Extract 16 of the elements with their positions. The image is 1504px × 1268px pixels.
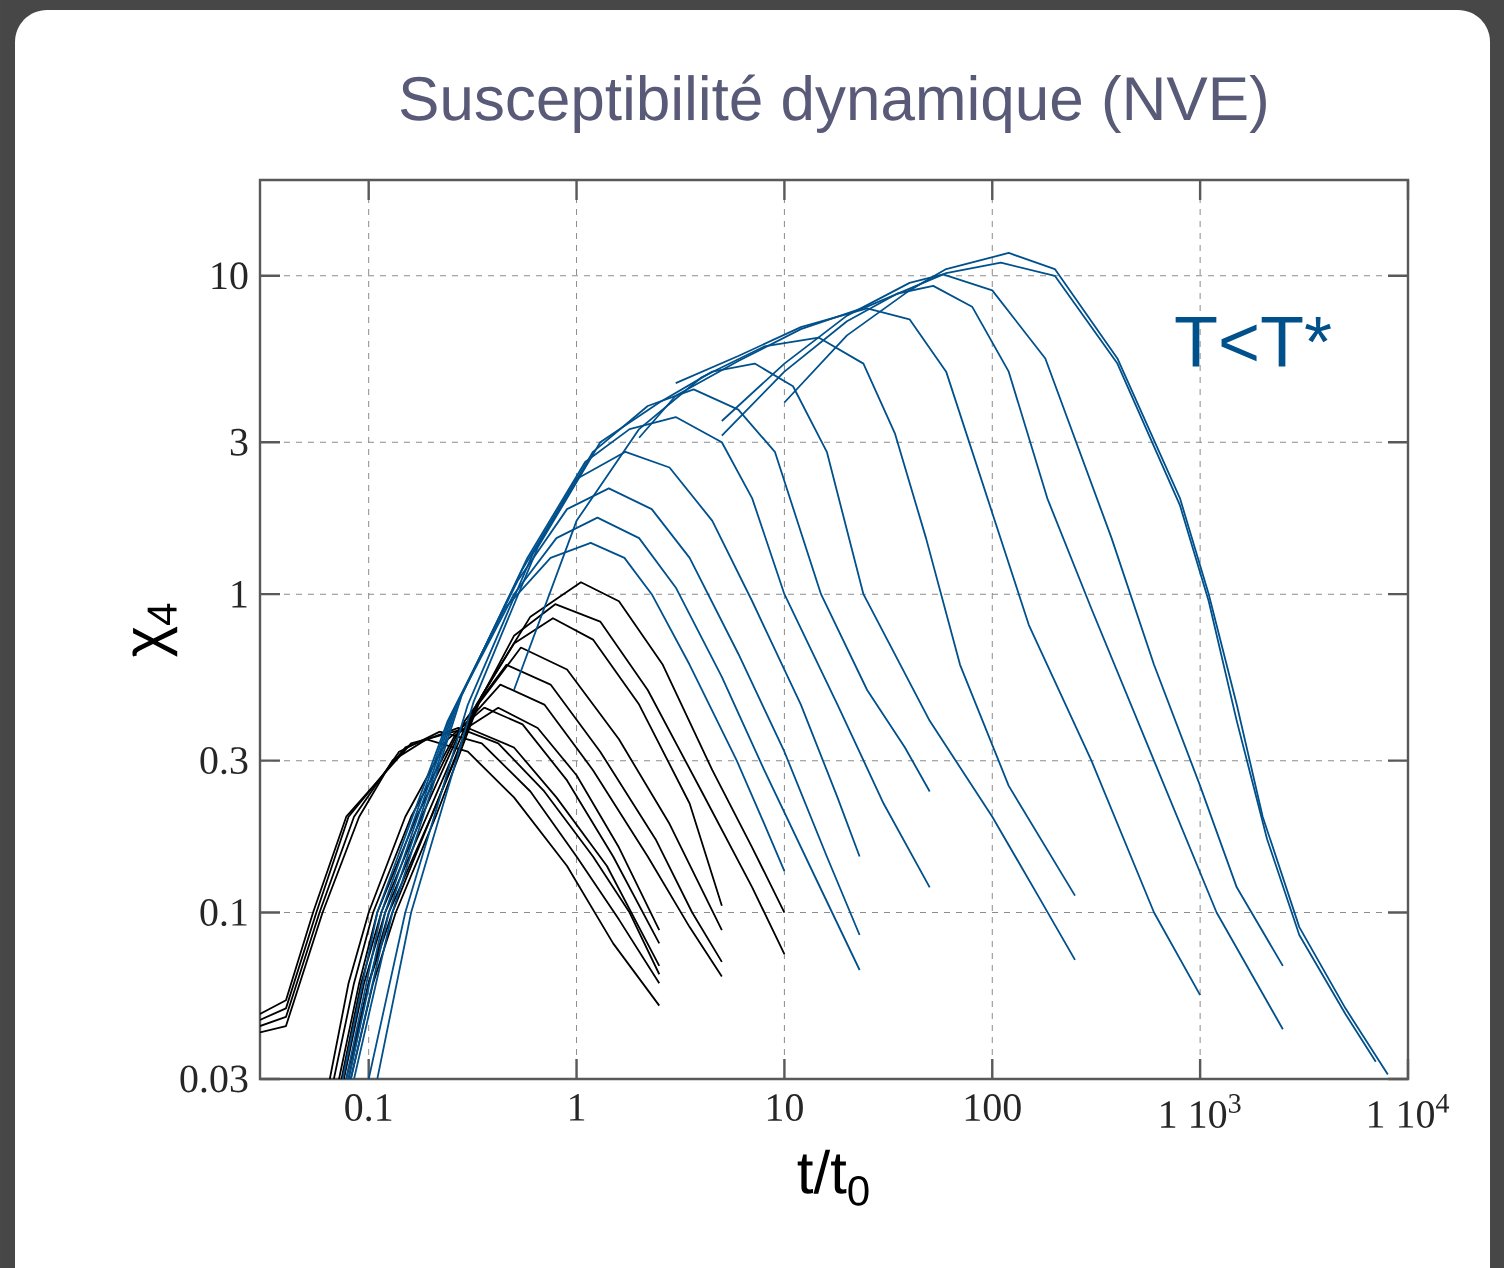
x-axis-title: t/t$_{0}$ [797,1149,869,1206]
y-tick-label: 0.1 [200,898,247,927]
x-tick-label: 1 10$^{4}$ [1369,1094,1450,1128]
y-tick-label: 1 [232,580,247,608]
y-axis-title: χ$_{4}$ [132,603,178,657]
annotation: T<T* [1175,317,1331,367]
y-tick-label: 3 [230,428,248,456]
x-tick-label: 0.1 [345,1094,392,1122]
x-tick-label: 10 [767,1094,803,1122]
y-tick-label: 10 [212,262,248,290]
y-tick-label: 0.03 [180,1065,248,1093]
x-tick-label: 1 10$^{3}$ [1161,1094,1241,1129]
x-tick-label: 1 [570,1094,585,1121]
chart-title: Susceptibilité dynamique (NVE) [400,74,1266,133]
y-tick-label: 0.3 [200,747,248,775]
x-tick-label: 100 [965,1094,1021,1122]
